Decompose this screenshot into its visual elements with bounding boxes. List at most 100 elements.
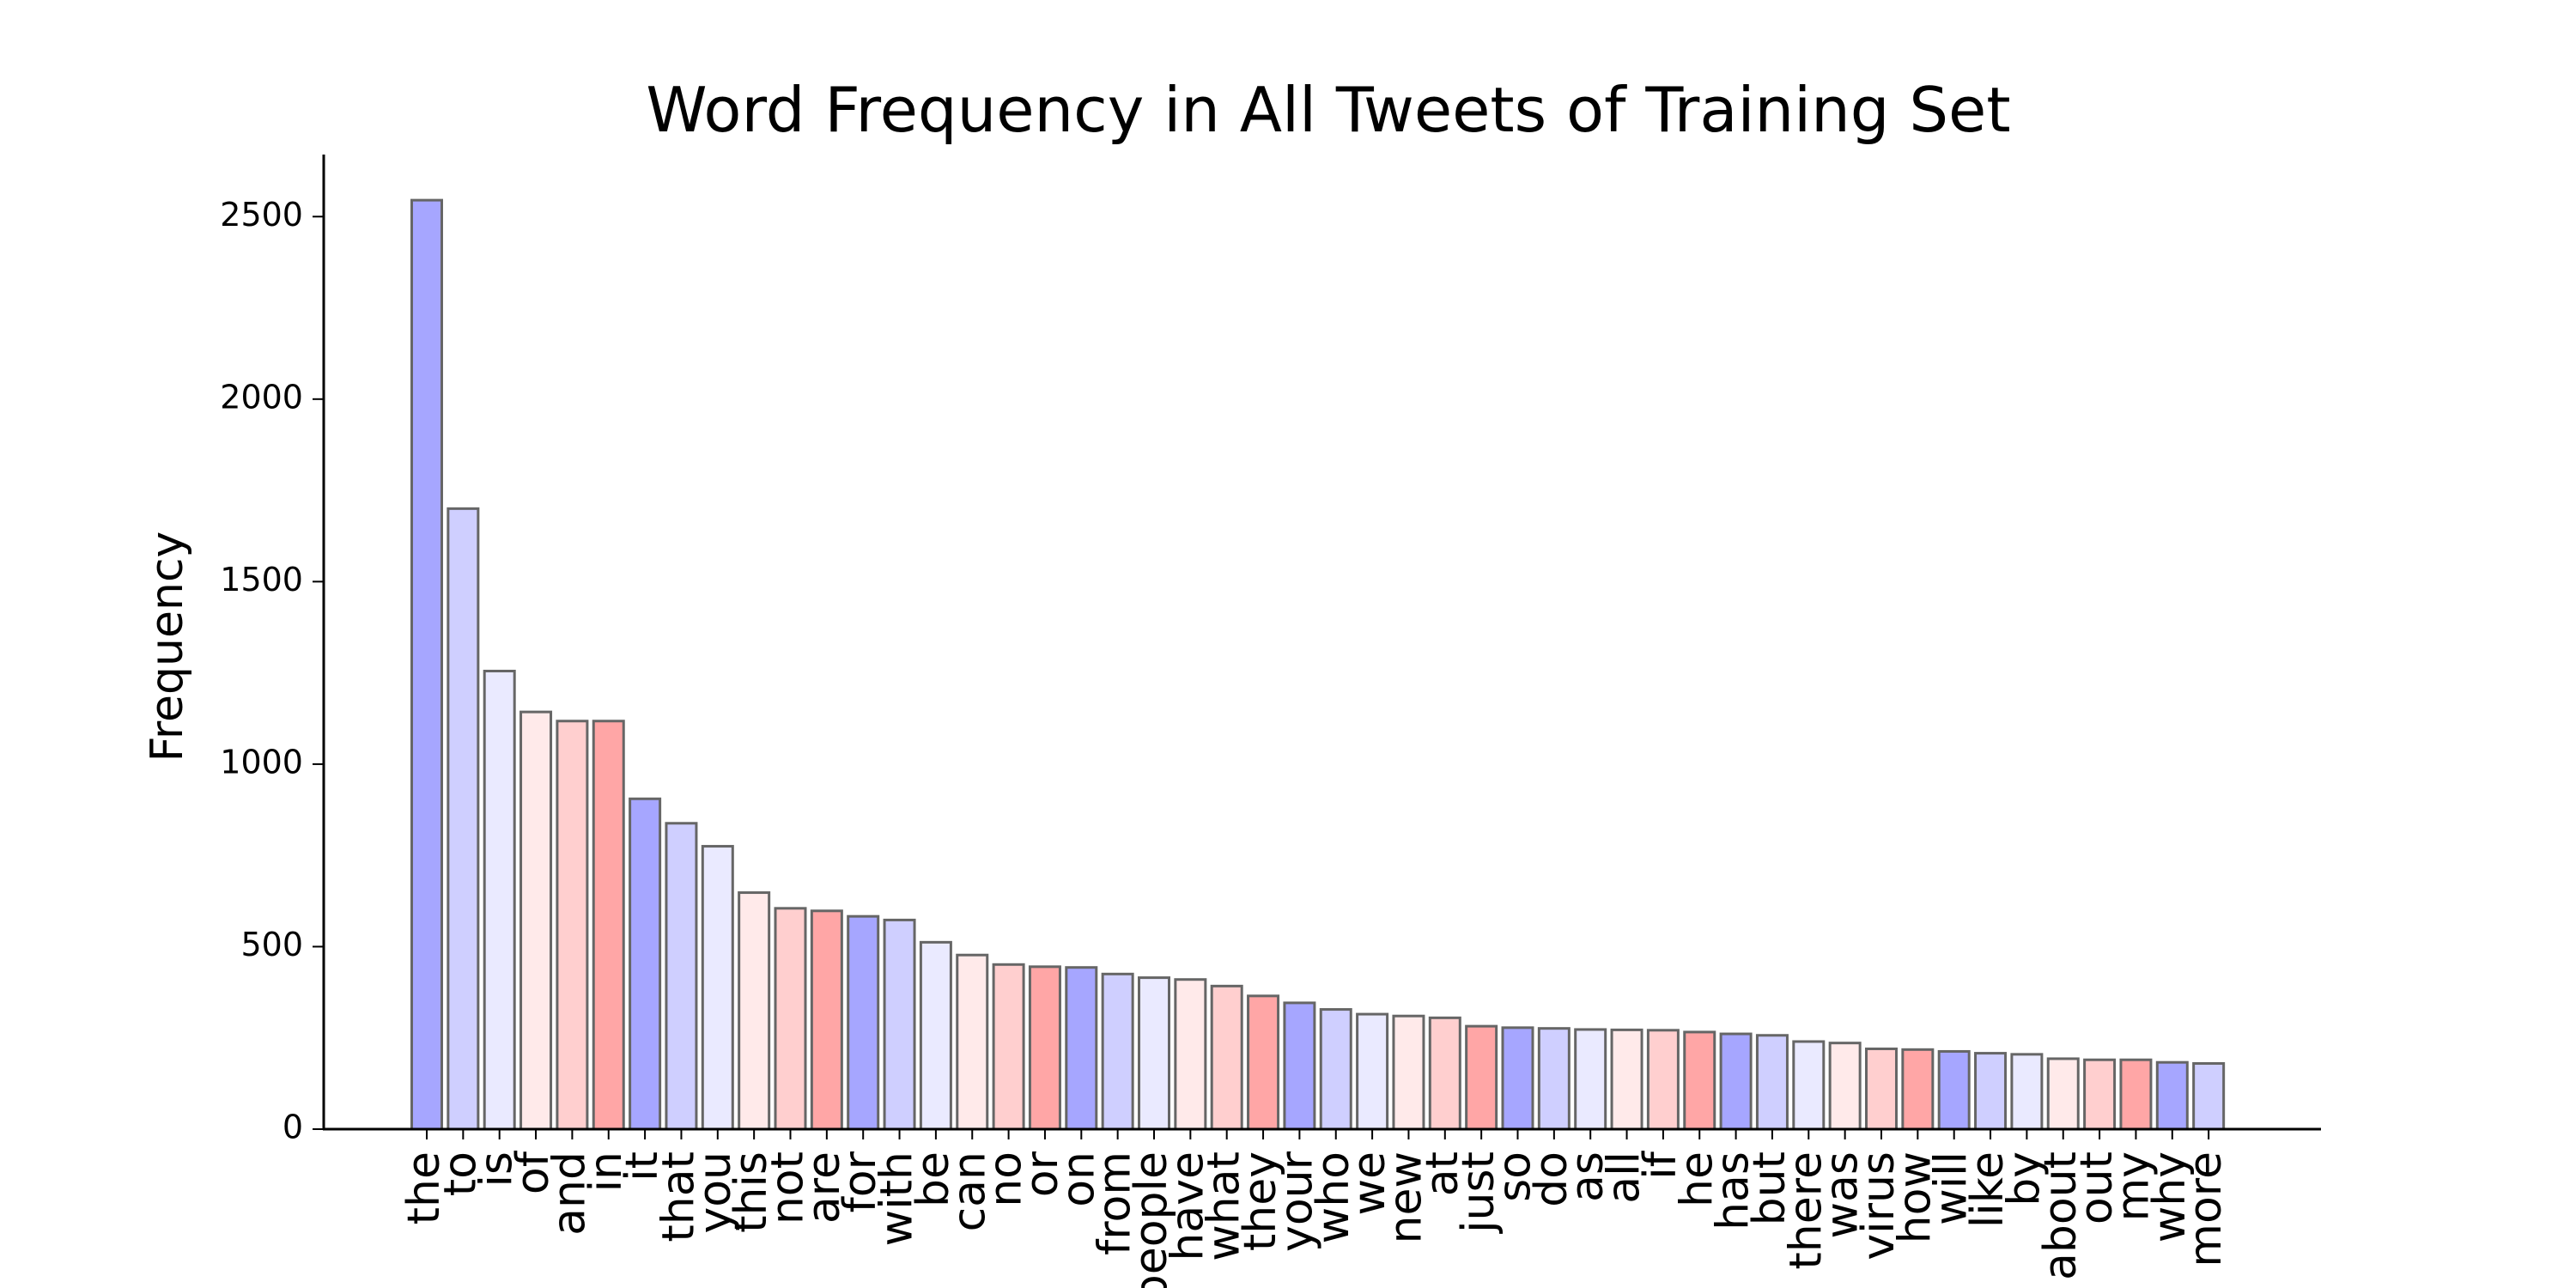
bar-more	[2192, 1061, 2226, 1131]
x-tick-label: as	[1562, 1151, 1613, 1202]
bar-they	[1247, 994, 1280, 1131]
bar-what	[1210, 984, 1243, 1131]
bar-just	[1465, 1024, 1498, 1131]
x-tick-label: if	[1635, 1150, 1686, 1179]
bar-at	[1428, 1016, 1461, 1131]
bar-as	[1574, 1028, 1607, 1131]
y-tick-label: 500	[240, 926, 303, 963]
bar-for	[847, 914, 880, 1131]
y-tick-label: 2500	[220, 196, 303, 234]
x-tick-label: there	[1780, 1151, 1832, 1270]
bar-how	[1901, 1048, 1935, 1131]
x-tick-label: that	[653, 1151, 704, 1242]
bar-are	[810, 909, 843, 1131]
x-tick-label: like	[1962, 1151, 2014, 1228]
bar-it	[629, 797, 662, 1131]
y-tick-label: 0	[283, 1109, 303, 1146]
x-tick-label: do	[1526, 1151, 1577, 1207]
x-tick-label: we	[1344, 1151, 1395, 1216]
bar-not	[774, 907, 807, 1131]
x-tick-label: on	[1053, 1151, 1104, 1207]
x-tick-label: with	[872, 1151, 923, 1246]
bar-this	[738, 891, 771, 1131]
bar-all	[1610, 1028, 1643, 1131]
bar-virus	[1865, 1047, 1898, 1131]
x-tick-label: what	[1199, 1151, 1250, 1261]
bars-group	[410, 198, 2226, 1131]
bar-no	[992, 963, 1025, 1131]
x-tick-label: my	[2107, 1151, 2159, 1221]
x-tick-label: by	[1998, 1151, 2050, 1206]
bar-you	[701, 845, 734, 1131]
y-axis-label: Frequency	[142, 532, 193, 762]
bar-there	[1792, 1040, 1826, 1131]
bar-can	[956, 953, 989, 1131]
bar-new	[1392, 1014, 1425, 1131]
x-tick-label: not	[762, 1151, 814, 1224]
bar-he	[1683, 1030, 1716, 1131]
bar-or	[1028, 965, 1061, 1131]
x-tick-label: you	[690, 1151, 741, 1234]
bar-by	[2010, 1053, 2044, 1131]
bar-why	[2155, 1060, 2189, 1131]
bar-so	[1501, 1026, 1534, 1131]
x-tick-label: so	[1490, 1151, 1541, 1202]
bar-if	[1646, 1029, 1680, 1131]
bar-in	[592, 720, 625, 1131]
x-tick-label: why	[2144, 1151, 2196, 1242]
x-tick-label: have	[1162, 1151, 1213, 1261]
bar-your	[1283, 1001, 1316, 1131]
x-tick-label: from	[1090, 1151, 1141, 1255]
x-tick-label: be	[908, 1151, 959, 1207]
bar-and	[556, 720, 589, 1131]
x-tick-label: or	[1017, 1151, 1068, 1197]
y-tick-label: 2000	[220, 378, 303, 416]
x-tick-label: people	[1126, 1151, 1177, 1288]
x-tick-label: are	[799, 1151, 850, 1224]
x-tick-label: out	[2071, 1151, 2123, 1224]
x-tick-label: for	[835, 1151, 886, 1212]
x-tick-label: who	[1308, 1151, 1359, 1243]
bar-do	[1537, 1027, 1571, 1131]
y-axis-ticks: 0 500 1000 1500 2000 2500	[220, 196, 324, 1146]
x-tick-label: can	[944, 1151, 995, 1231]
bar-out	[2083, 1058, 2117, 1131]
bar-but	[1755, 1034, 1789, 1131]
bar-has	[1719, 1032, 1753, 1131]
x-tick-label: is	[471, 1151, 523, 1188]
x-axis-ticks: thetoisofandinitthatyouthisnotareforwith…	[398, 1129, 2232, 1288]
x-tick-label: of	[507, 1150, 559, 1194]
bar-about	[2046, 1057, 2080, 1131]
x-tick-label: virus	[1853, 1151, 1905, 1261]
bar-be	[919, 940, 952, 1131]
x-tick-label: just	[1453, 1151, 1504, 1234]
bar-to	[447, 507, 480, 1131]
bar-will	[1937, 1049, 1971, 1131]
x-tick-label: to	[434, 1151, 486, 1196]
bar-who	[1319, 1008, 1352, 1131]
x-tick-label: in	[580, 1151, 632, 1192]
x-tick-label: about	[2035, 1151, 2087, 1280]
y-tick-label: 1000	[220, 743, 303, 781]
bar-of	[519, 710, 553, 1131]
bar-my	[2119, 1058, 2153, 1131]
bar-that	[665, 822, 698, 1131]
x-tick-label: it	[617, 1151, 668, 1182]
bar-like	[1974, 1052, 2008, 1131]
bar-on	[1065, 966, 1098, 1131]
bar-is	[483, 670, 516, 1131]
x-tick-label: the	[398, 1151, 450, 1224]
x-tick-label: they	[1235, 1151, 1286, 1251]
x-tick-label: at	[1417, 1151, 1468, 1196]
x-tick-label: and	[544, 1151, 595, 1236]
bar-the	[410, 198, 443, 1131]
x-tick-label: new	[1380, 1151, 1431, 1243]
x-tick-label: all	[1599, 1151, 1650, 1204]
bar-was	[1828, 1042, 1862, 1131]
x-tick-label: has	[1708, 1151, 1759, 1230]
x-tick-label: will	[1926, 1151, 1978, 1225]
chart-title: Word Frequency in All Tweets of Training…	[646, 74, 2010, 146]
x-tick-label: he	[1671, 1151, 1722, 1207]
bar-from	[1101, 972, 1134, 1131]
